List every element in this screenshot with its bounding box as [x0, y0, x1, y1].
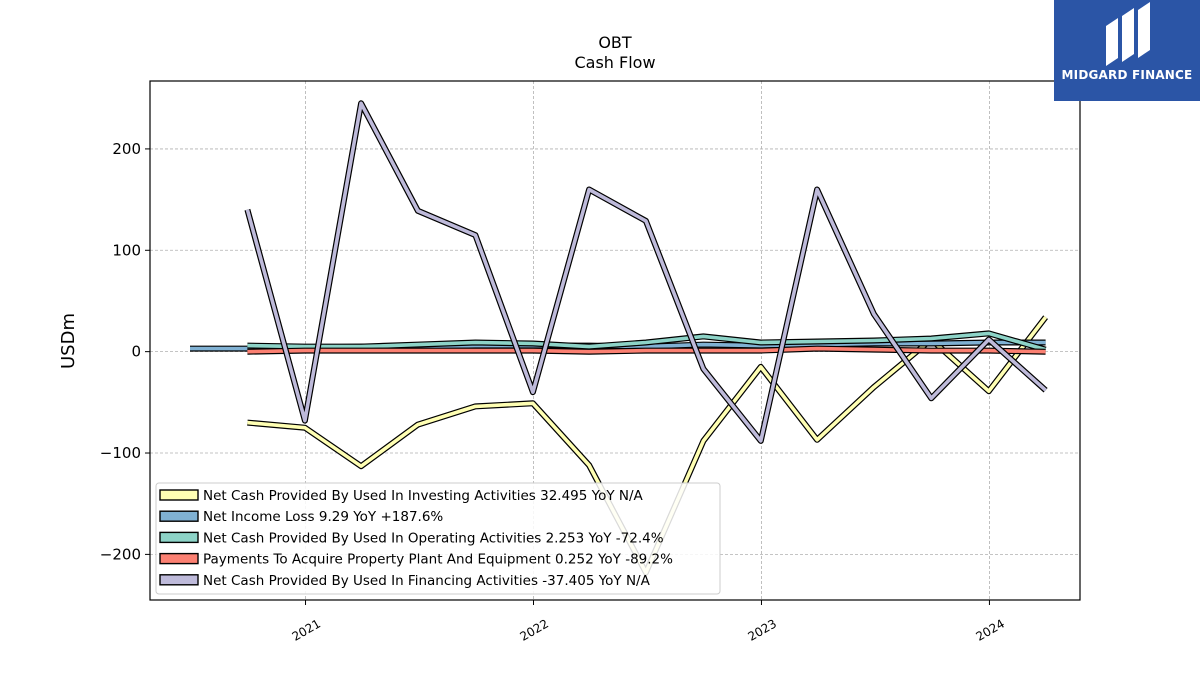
legend-label: Net Cash Provided By Used In Investing A… — [203, 488, 644, 504]
legend-swatch — [159, 510, 199, 522]
y-tick-label: −200 — [100, 545, 141, 563]
plot-frame — [149, 80, 1081, 601]
legend-swatch — [159, 531, 199, 544]
legend-swatch — [159, 552, 199, 565]
x-axis-ticks: 2021 2022 2023 2024 — [290, 600, 1007, 644]
x-tick-label: 2022 — [518, 616, 551, 643]
legend: Net Cash Provided By Used In Investing A… — [155, 482, 721, 595]
series-4-line — [247, 346, 1046, 354]
y-tick-label: 0 — [131, 343, 141, 361]
x-tick-label: 2021 — [290, 616, 323, 643]
y-axis-ticks: −200 −100 0 100 200 — [100, 140, 150, 563]
logo-mark-icon — [1106, 2, 1150, 66]
y-tick-label: 100 — [112, 241, 141, 259]
series-lines — [190, 100, 1048, 576]
series-5-line — [245, 101, 1047, 443]
y-tick-label: −100 — [100, 444, 141, 462]
chart-title: OBT — [598, 33, 632, 52]
legend-label: Net Income Loss 9.29 YoY +187.6% — [203, 509, 443, 525]
x-tick-label: 2024 — [973, 616, 1006, 643]
legend-label: Net Cash Provided By Used In Operating A… — [203, 530, 664, 546]
x-tick-label: 2023 — [746, 616, 779, 643]
legend-swatch — [159, 489, 199, 501]
legend-label: Payments To Acquire Property Plant And E… — [203, 552, 673, 568]
legend-label: Net Cash Provided By Used In Financing A… — [203, 573, 651, 589]
brand-logo: MIDGARD FINANCE — [1054, 0, 1200, 101]
chart-subtitle: Cash Flow — [574, 53, 655, 72]
y-axis-label: USDm — [58, 313, 79, 369]
legend-box — [155, 482, 721, 595]
y-tick-label: 200 — [112, 140, 141, 158]
logo-text: MIDGARD FINANCE — [1061, 68, 1193, 82]
series-3-line — [247, 331, 1047, 352]
legend-swatch — [159, 574, 199, 586]
